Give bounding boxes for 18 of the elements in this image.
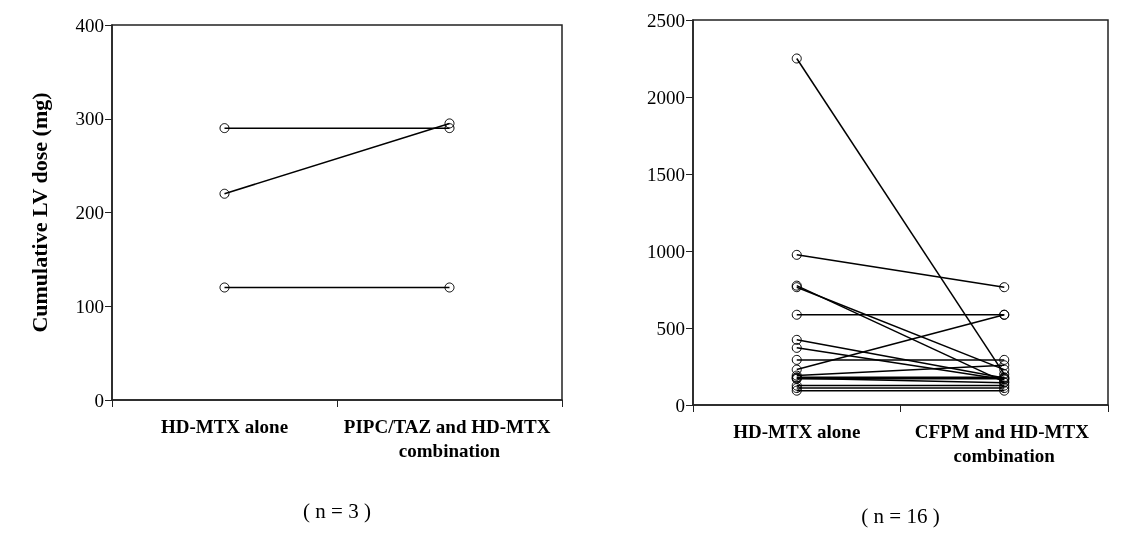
y-tick-label: 200	[75, 202, 104, 223]
y-tick-label: 1500	[647, 163, 685, 185]
y-tick-label: 0	[94, 389, 104, 411]
y-tick-label: 500	[656, 317, 685, 339]
y-tick-label: 2000	[647, 86, 685, 108]
y-tick-label: 300	[75, 108, 104, 130]
x-tick-label: CFPM and HD-MTX combination	[914, 420, 1094, 466]
y-tick-label: 100	[75, 295, 104, 317]
y-tick-label: 2500	[647, 9, 685, 31]
y-tick-label: 400	[75, 14, 104, 36]
x-axis-title: ( n = 16 )	[861, 503, 940, 528]
y-axis-title: Cumulative LV dose (mg)	[26, 92, 52, 333]
y-tick-label: 0	[675, 394, 685, 416]
x-axis-title: ( n = 3 )	[303, 498, 371, 523]
x-tick-label: HD-MTX alone	[160, 415, 289, 437]
x-tick-label: HD-MTX alone	[733, 420, 861, 442]
y-tick-label: 1000	[647, 240, 685, 262]
x-tick-label: PIPC/TAZ and HD-MTX combination	[343, 415, 556, 461]
